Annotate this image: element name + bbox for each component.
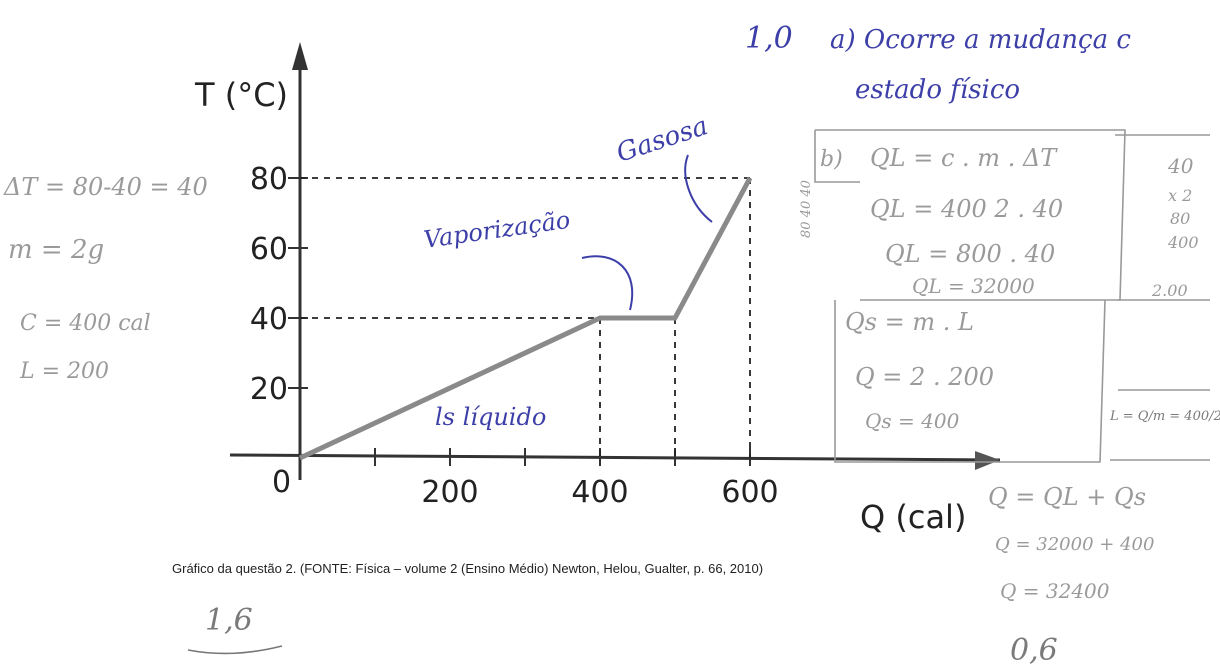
x-axis-title: Q (cal) [860, 498, 966, 536]
calc-ql-line2: QL = 400 2 . 40 [870, 195, 1063, 223]
right-col-5: 2.00 [1151, 281, 1188, 300]
figure-caption: Gráfico da questão 2. (FONTE: Física – v… [172, 561, 763, 576]
calc-qs-formula: Qs = m . L [845, 308, 974, 336]
score-a: 1,0 [745, 21, 793, 56]
right-col-1: 40 [1167, 154, 1194, 178]
series-group [298, 176, 753, 461]
note-l: L = 200 [19, 359, 109, 384]
x-axis-arrow-icon [975, 451, 1000, 470]
y-axis-arrow-icon [292, 42, 308, 70]
x-tick-label: 600 [721, 475, 778, 510]
x-tick-label: 200 [421, 475, 478, 510]
calc-ql-result: QL = 32000 [912, 274, 1035, 298]
note-delta-t: ΔT = 80-40 = 40 [3, 173, 208, 201]
calc-ql-formula: QL = c . m . ΔT [870, 144, 1058, 172]
pencil-annotations: ΔT = 80-40 = 40 m = 2g C = 400 cal L = 2… [3, 129, 1220, 668]
score-b: 0,6 [1010, 633, 1058, 668]
score-total-underline [187, 645, 283, 655]
l-equation: L = Q/m = 400/2 [1109, 409, 1220, 424]
score-total: 1,6 [205, 603, 253, 638]
calc-ql-line3: QL = 800 . 40 [885, 240, 1055, 268]
calc-qt-result: Q = 32400 [1000, 579, 1110, 603]
y-axis-title: T (°C) [194, 76, 288, 114]
y-tick-label: 40 [250, 302, 288, 337]
label-liquido: ls líquido [435, 403, 546, 431]
series-line [298, 176, 753, 461]
side-subtraction: 80 40 40 [799, 180, 814, 238]
right-col-2: x 2 [1168, 186, 1192, 205]
calc-boxes [814, 129, 1210, 463]
y-tick-label: 80 [250, 162, 288, 197]
calc-qs-result: Qs = 400 [865, 409, 960, 433]
vaporizacao-pointer [581, 255, 634, 311]
axes [229, 60, 1001, 480]
calc-qt-line2: Q = 32000 + 400 [995, 534, 1154, 555]
calc-qt-formula: Q = QL + Qs [988, 483, 1146, 511]
y-tick-label: 60 [250, 232, 288, 267]
note-c: C = 400 cal [20, 311, 151, 336]
label-gasosa: Gasosa [613, 111, 712, 169]
gasosa-pointer [684, 154, 713, 223]
note-mass: m = 2g [8, 235, 104, 265]
dashed-guides [300, 177, 751, 458]
label-vaporizacao: Vaporização [422, 206, 572, 254]
origin-label: 0 [272, 465, 291, 500]
right-col-4: 400 [1167, 233, 1199, 252]
answer-a-line2: estado físico [855, 75, 1020, 105]
calc-qs-line2: Q = 2 . 200 [855, 363, 994, 391]
x-axis-line [229, 453, 1001, 462]
calc-b-label: b) [820, 147, 843, 172]
blue-annotations: 1,0 a) Ocorre a mudança c estado físico … [422, 21, 1131, 431]
x-tick-label: 400 [571, 475, 628, 510]
y-tick-label: 20 [250, 372, 288, 407]
right-col-3: 80 [1170, 209, 1190, 228]
axis-ticks: 200 400 600 20 40 60 80 [250, 162, 779, 510]
answer-a-line1: a) Ocorre a mudança c [830, 25, 1131, 55]
